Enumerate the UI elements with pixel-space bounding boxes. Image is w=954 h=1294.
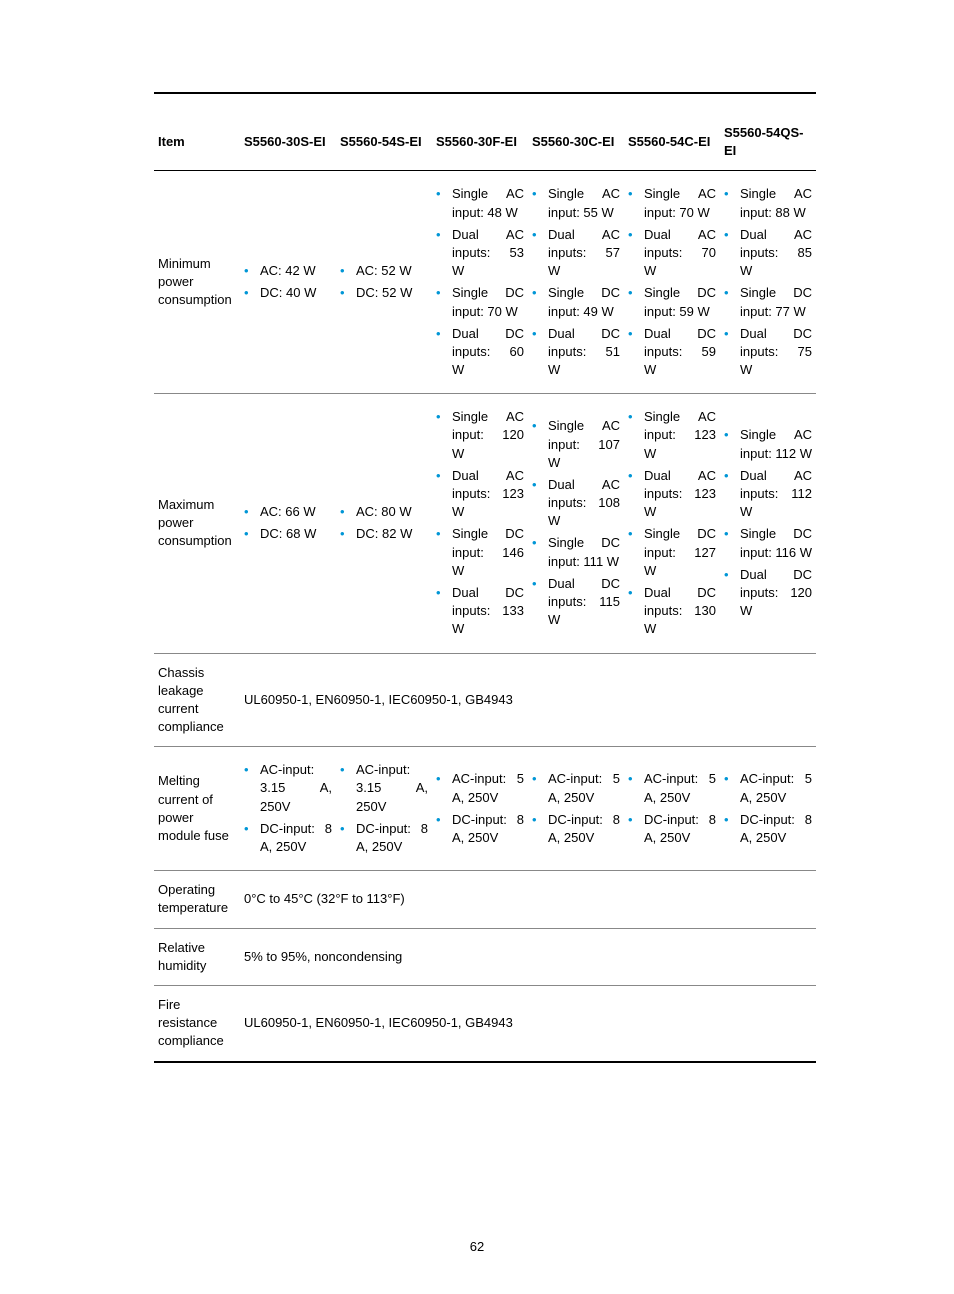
cell-fuse-c2: AC-input: 3.15 A, 250V DC-input: 8 A, 250…: [336, 747, 432, 871]
list-item: Single AC input: 120 W: [436, 408, 524, 463]
row-fuse: Melting current of power module fuse AC-…: [154, 747, 816, 871]
row-humidity-value: 5% to 95%, noncondensing: [240, 928, 816, 985]
header-col-4: S5560-30C-EI: [528, 114, 624, 171]
cell-min-power-c4: Single AC input: 55 W Dual AC inputs: 57 …: [528, 171, 624, 394]
list-item: Dual AC inputs: 57 W: [532, 226, 620, 281]
cell-fuse-c6: AC-input: 5 A, 250V DC-input: 8 A, 250V: [720, 747, 816, 871]
cell-min-power-c1: AC: 42 W DC: 40 W: [240, 171, 336, 394]
cell-max-power-c3: Single AC input: 120 WDual AC inputs: 12…: [432, 394, 528, 653]
row-max-power-label: Maximum power consumption: [154, 394, 240, 653]
row-fire: Fire resistance compliance UL60950-1, EN…: [154, 985, 816, 1061]
list-item: DC-input: 8 A, 250V: [436, 811, 524, 847]
list-item: Dual DC inputs: 75 W: [724, 325, 812, 380]
spec-table: Item S5560-30S-EI S5560-54S-EI S5560-30F…: [154, 92, 816, 1063]
row-humidity: Relative humidity 5% to 95%, noncondensi…: [154, 928, 816, 985]
row-min-power: Minimum power consumption AC: 42 W DC: 40…: [154, 171, 816, 394]
document-page: Item S5560-30S-EI S5560-54S-EI S5560-30F…: [0, 0, 954, 1294]
cell-min-power-c6: Single AC input: 88 W Dual AC inputs: 85 …: [720, 171, 816, 394]
page-number: 62: [154, 1209, 800, 1254]
list-item: Single AC input: 48 W: [436, 185, 524, 221]
cell-max-power-c4: Single AC input: 107 WDual AC inputs: 10…: [528, 394, 624, 653]
list-item: Dual AC inputs: 53 W: [436, 226, 524, 281]
header-col-1: S5560-30S-EI: [240, 114, 336, 171]
row-fire-value: UL60950-1, EN60950-1, IEC60950-1, GB4943: [240, 985, 816, 1061]
list-item: AC-input: 5 A, 250V: [724, 770, 812, 806]
list-item: AC: 42 W: [244, 262, 332, 280]
list-item: Single DC input: 111 W: [532, 534, 620, 570]
row-fuse-label: Melting current of power module fuse: [154, 747, 240, 871]
list-item: AC: 66 W: [244, 503, 332, 521]
row-leakage: Chassis leakage current compliance UL609…: [154, 653, 816, 747]
list-item: Dual AC inputs: 70 W: [628, 226, 716, 281]
list-item: AC-input: 3.15 A, 250V: [244, 761, 332, 816]
row-leakage-value: UL60950-1, EN60950-1, IEC60950-1, GB4943: [240, 653, 816, 747]
row-temp-label: Operating temperature: [154, 871, 240, 928]
list-item: DC-input: 8 A, 250V: [340, 820, 428, 856]
list-item: AC-input: 5 A, 250V: [436, 770, 524, 806]
list-item: Single AC input: 123 W: [628, 408, 716, 463]
list-item: Single AC input: 107 W: [532, 417, 620, 472]
list-item: DC: 82 W: [340, 525, 428, 543]
header-col-6: S5560-54QS-EI: [720, 114, 816, 171]
list-item: AC-input: 3.15 A, 250V: [340, 761, 428, 816]
header-col-2: S5560-54S-EI: [336, 114, 432, 171]
row-fire-label: Fire resistance compliance: [154, 985, 240, 1061]
list-item: Dual DC inputs: 59 W: [628, 325, 716, 380]
list-item: Dual AC inputs: 112 W: [724, 467, 812, 522]
row-humidity-label: Relative humidity: [154, 928, 240, 985]
row-leakage-label: Chassis leakage current compliance: [154, 653, 240, 747]
list-item: Single DC input: 70 W: [436, 284, 524, 320]
list-item: Single DC input: 77 W: [724, 284, 812, 320]
cell-max-power-c1: AC: 66 W DC: 68 W: [240, 394, 336, 653]
cell-max-power-c2: AC: 80 W DC: 82 W: [336, 394, 432, 653]
list-item: DC-input: 8 A, 250V: [628, 811, 716, 847]
list-item: Single DC input: 127 W: [628, 525, 716, 580]
list-item: DC: 68 W: [244, 525, 332, 543]
list-item: Single AC input: 55 W: [532, 185, 620, 221]
list-item: Single DC input: 59 W: [628, 284, 716, 320]
cell-max-power-c5: Single AC input: 123 WDual AC inputs: 12…: [624, 394, 720, 653]
cell-fuse-c3: AC-input: 5 A, 250V DC-input: 8 A, 250V: [432, 747, 528, 871]
list-item: Dual DC inputs: 120 W: [724, 566, 812, 621]
list-item: Dual AC inputs: 108 W: [532, 476, 620, 531]
list-item: Dual DC inputs: 130 W: [628, 584, 716, 639]
list-item: Dual DC inputs: 115 W: [532, 575, 620, 630]
cell-min-power-c3: Single AC input: 48 W Dual AC inputs: 53 …: [432, 171, 528, 394]
row-min-power-label: Minimum power consumption: [154, 171, 240, 394]
row-temp-value: 0°C to 45°C (32°F to 113°F): [240, 871, 816, 928]
header-col-5: S5560-54C-EI: [624, 114, 720, 171]
list-item: Dual DC inputs: 133 W: [436, 584, 524, 639]
list-item: Dual DC inputs: 60 W: [436, 325, 524, 380]
list-item: Single AC input: 112 W: [724, 426, 812, 462]
list-item: AC: 80 W: [340, 503, 428, 521]
list-item: DC: 52 W: [340, 284, 428, 302]
list-item: Single DC input: 146 W: [436, 525, 524, 580]
cell-min-power-c2: AC: 52 W DC: 52 W: [336, 171, 432, 394]
list-item: AC-input: 5 A, 250V: [532, 770, 620, 806]
list-item: DC: 40 W: [244, 284, 332, 302]
list-item: Dual AC inputs: 123 W: [628, 467, 716, 522]
cell-min-power-c5: Single AC input: 70 W Dual AC inputs: 70 …: [624, 171, 720, 394]
list-item: DC-input: 8 A, 250V: [724, 811, 812, 847]
list-item: Single AC input: 88 W: [724, 185, 812, 221]
list-item: Dual DC inputs: 51 W: [532, 325, 620, 380]
table-header-row: Item S5560-30S-EI S5560-54S-EI S5560-30F…: [154, 114, 816, 171]
row-max-power: Maximum power consumption AC: 66 W DC: 68…: [154, 394, 816, 653]
header-item: Item: [154, 114, 240, 171]
list-item: AC: 52 W: [340, 262, 428, 280]
list-item: DC-input: 8 A, 250V: [244, 820, 332, 856]
list-item: DC-input: 8 A, 250V: [532, 811, 620, 847]
cell-max-power-c6: Single AC input: 112 W Dual AC inputs: 11…: [720, 394, 816, 653]
list-item: Dual AC inputs: 123 W: [436, 467, 524, 522]
cell-fuse-c4: AC-input: 5 A, 250V DC-input: 8 A, 250V: [528, 747, 624, 871]
list-item: Single DC input: 49 W: [532, 284, 620, 320]
row-temp: Operating temperature 0°C to 45°C (32°F …: [154, 871, 816, 928]
list-item: Single DC input: 116 W: [724, 525, 812, 561]
cell-fuse-c1: AC-input: 3.15 A, 250V DC-input: 8 A, 250…: [240, 747, 336, 871]
cell-fuse-c5: AC-input: 5 A, 250V DC-input: 8 A, 250V: [624, 747, 720, 871]
list-item: Single AC input: 70 W: [628, 185, 716, 221]
list-item: Dual AC inputs: 85 W: [724, 226, 812, 281]
header-col-3: S5560-30F-EI: [432, 114, 528, 171]
list-item: AC-input: 5 A, 250V: [628, 770, 716, 806]
